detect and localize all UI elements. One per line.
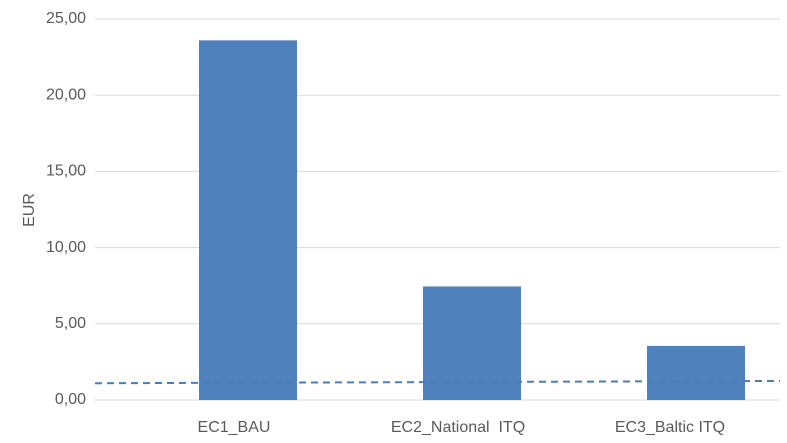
y-axis-title: EUR bbox=[21, 193, 38, 227]
bar bbox=[199, 40, 297, 400]
x-tick-label: EC3_Baltic ITQ bbox=[615, 419, 725, 436]
y-tick-label: 0,00 bbox=[55, 391, 86, 408]
y-tick-label: 10,00 bbox=[46, 239, 86, 256]
dashed-line bbox=[94, 379, 781, 385]
x-tick-label: EC2_National ITQ bbox=[391, 419, 525, 436]
x-tick-label: EC1_BAU bbox=[198, 419, 271, 436]
y-tick-label: 25,00 bbox=[46, 10, 86, 27]
y-tick-label: 15,00 bbox=[46, 163, 86, 180]
y-tick-label: 5,00 bbox=[55, 315, 86, 332]
bar bbox=[647, 345, 745, 400]
y-tick-label: 20,00 bbox=[46, 86, 86, 103]
